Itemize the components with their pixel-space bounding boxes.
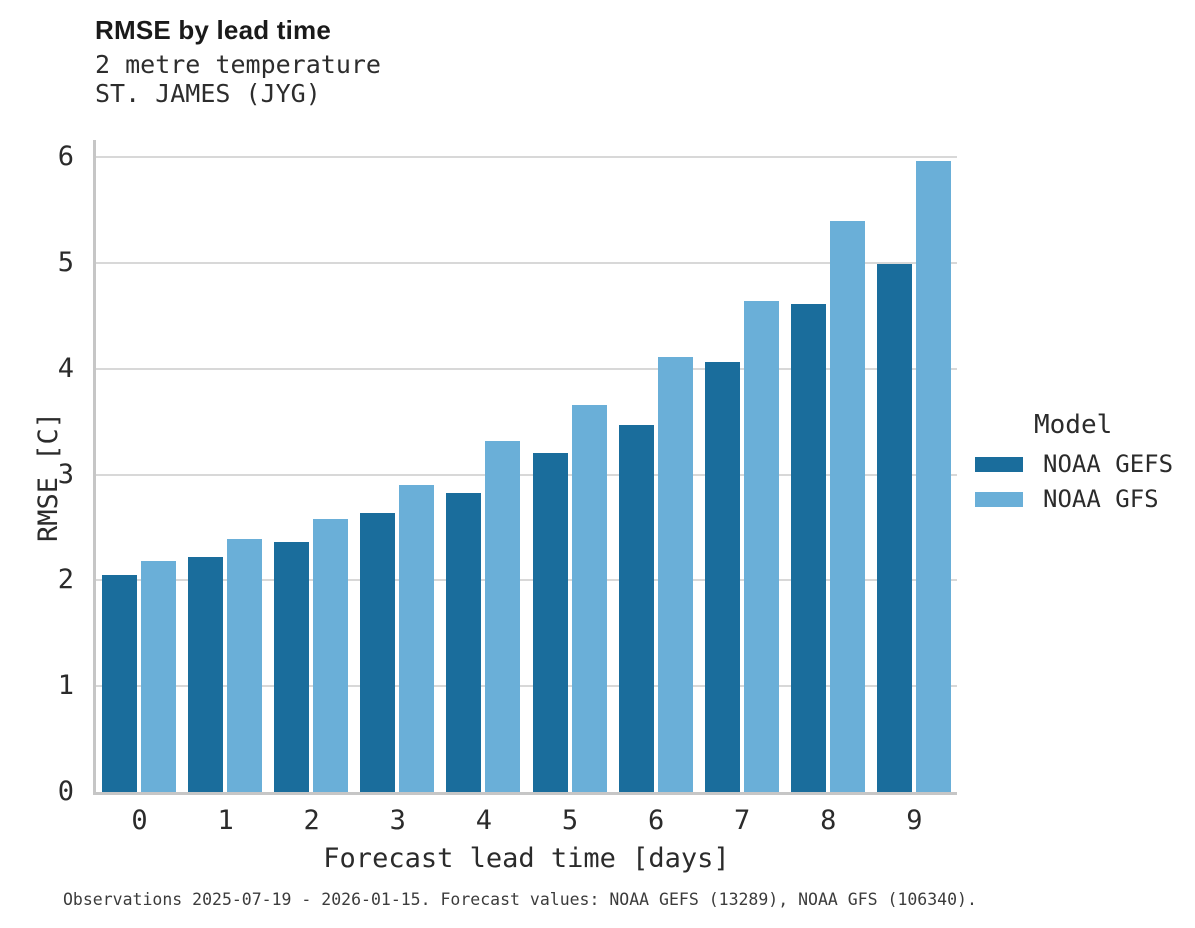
x-tick-label-3: 3 [389, 805, 406, 836]
x-tick-label-0: 0 [131, 805, 148, 836]
x-axis-spine [93, 792, 957, 795]
chart-title: RMSE by lead time [95, 15, 332, 45]
gridline-y-4 [96, 367, 957, 370]
y-tick-label-3: 3 [57, 458, 74, 490]
x-tick-label-9: 9 [906, 805, 923, 836]
y-tick-label-2: 2 [57, 564, 74, 596]
bar-noaa-gefs-lead-9 [876, 263, 912, 792]
bar-noaa-gefs-lead-5 [532, 453, 568, 792]
legend-swatch-noaa-gfs [975, 491, 1023, 507]
gridline-y-6 [96, 156, 957, 158]
bar-noaa-gefs-lead-7 [704, 362, 740, 792]
gridline-y-2 [96, 579, 957, 582]
bar-noaa-gfs-lead-6 [657, 357, 693, 792]
legend-swatch-noaa-gefs [975, 456, 1023, 472]
bar-noaa-gefs-lead-3 [360, 512, 396, 792]
bar-noaa-gefs-lead-2 [274, 542, 310, 792]
bar-noaa-gfs-lead-0 [141, 561, 176, 792]
x-tick-label-1: 1 [217, 805, 234, 836]
y-tick-label-4: 4 [57, 352, 74, 384]
bar-noaa-gefs-lead-4 [446, 492, 482, 792]
y-tick-label-0: 0 [57, 776, 74, 807]
bar-noaa-gfs-lead-3 [399, 485, 435, 792]
y-tick-label-1: 1 [57, 670, 74, 702]
y-axis-spine [93, 140, 96, 795]
bar-noaa-gfs-lead-7 [743, 300, 779, 792]
gridline-y-1 [96, 685, 957, 688]
y-tick-label-6: 6 [57, 141, 74, 172]
chart-subtitle-station: ST. JAMES (JYG) [95, 79, 321, 108]
x-tick-label-5: 5 [561, 805, 579, 836]
legend-label-noaa-gfs: NOAA GFS [1043, 485, 1159, 513]
chart-subtitle-variable: 2 metre temperature [95, 50, 381, 79]
bar-noaa-gfs-lead-8 [829, 220, 865, 792]
x-tick-label-4: 4 [475, 805, 493, 836]
figure-caption: Observations 2025-07-19 - 2026-01-15. Fo… [63, 890, 977, 909]
x-axis-label: Forecast lead time [days] [323, 843, 730, 874]
bar-noaa-gfs-lead-4 [485, 440, 521, 792]
bar-noaa-gefs-lead-6 [618, 424, 654, 792]
bar-noaa-gefs-lead-0 [102, 575, 137, 792]
bar-noaa-gfs-lead-9 [915, 161, 951, 792]
bar-noaa-gfs-lead-1 [227, 539, 263, 792]
x-tick-label-7: 7 [734, 805, 751, 836]
legend-label-noaa-gefs: NOAA GEFS [1043, 450, 1174, 478]
bar-noaa-gfs-lead-5 [571, 404, 607, 792]
gridline-y-3 [96, 473, 957, 476]
bar-noaa-gefs-lead-1 [188, 557, 224, 792]
legend-title: Model [1034, 410, 1113, 440]
x-tick-label-6: 6 [647, 805, 665, 836]
legend-entry-noaa-gfs: NOAA GFS [975, 484, 1159, 514]
x-tick-label-8: 8 [820, 805, 837, 836]
legend-entry-noaa-gefs: NOAA GEFS [975, 449, 1173, 479]
x-tick-label-2: 2 [303, 805, 320, 836]
gridline-y-5 [96, 261, 957, 264]
bar-noaa-gefs-lead-8 [790, 304, 826, 792]
bar-noaa-gfs-lead-2 [313, 518, 349, 792]
plot-area [96, 140, 957, 795]
y-tick-label-5: 5 [57, 246, 74, 278]
